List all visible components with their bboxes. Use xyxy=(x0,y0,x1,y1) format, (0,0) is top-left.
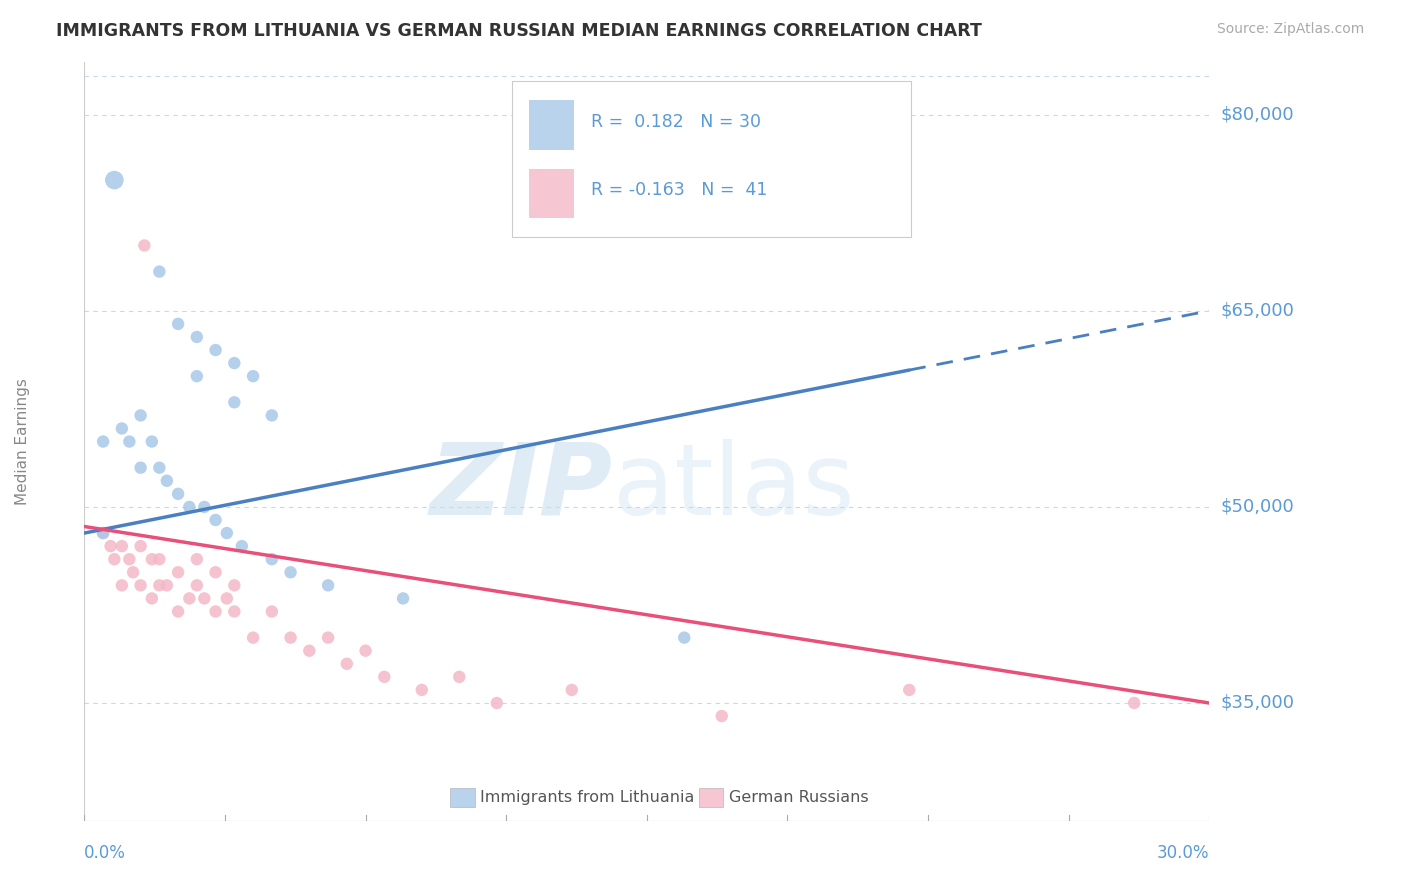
Point xyxy=(91,526,114,541)
Point xyxy=(204,566,226,580)
Point xyxy=(336,657,359,671)
Point xyxy=(91,526,114,541)
Point xyxy=(373,670,395,684)
Point xyxy=(673,631,696,645)
Point xyxy=(224,605,246,619)
Point xyxy=(103,552,125,566)
Point xyxy=(1123,696,1146,710)
FancyBboxPatch shape xyxy=(529,101,574,150)
Point xyxy=(134,238,156,252)
Point xyxy=(260,409,283,423)
Point xyxy=(186,330,208,344)
Point xyxy=(141,434,163,449)
Text: 0.0%: 0.0% xyxy=(84,844,127,863)
Point xyxy=(215,526,238,541)
Text: 30.0%: 30.0% xyxy=(1157,844,1209,863)
Text: R = -0.163   N =  41: R = -0.163 N = 41 xyxy=(591,181,766,199)
Point xyxy=(186,369,208,384)
FancyBboxPatch shape xyxy=(529,169,574,218)
FancyBboxPatch shape xyxy=(450,788,475,807)
Point xyxy=(186,578,208,592)
Point xyxy=(167,317,190,331)
Point xyxy=(224,578,246,592)
Point xyxy=(260,605,283,619)
Point xyxy=(167,605,190,619)
Text: $65,000: $65,000 xyxy=(1220,301,1294,320)
Point xyxy=(129,409,152,423)
Text: atlas: atlas xyxy=(613,439,855,535)
Point xyxy=(148,264,170,278)
Text: Source: ZipAtlas.com: Source: ZipAtlas.com xyxy=(1216,22,1364,37)
Point xyxy=(193,591,215,606)
Point xyxy=(204,513,226,527)
Point xyxy=(129,460,152,475)
Point xyxy=(129,539,152,553)
Text: Immigrants from Lithuania: Immigrants from Lithuania xyxy=(481,790,695,805)
Point xyxy=(179,500,201,514)
Point xyxy=(148,460,170,475)
Point xyxy=(111,421,134,435)
Point xyxy=(100,539,122,553)
Point xyxy=(186,552,208,566)
Text: R =  0.182   N = 30: R = 0.182 N = 30 xyxy=(591,112,761,130)
Point xyxy=(204,605,226,619)
Point xyxy=(316,631,339,645)
Point xyxy=(449,670,471,684)
Point xyxy=(91,434,114,449)
Point xyxy=(280,566,302,580)
Text: $80,000: $80,000 xyxy=(1220,106,1294,124)
Point xyxy=(561,682,583,697)
Point xyxy=(242,369,264,384)
Point xyxy=(118,434,141,449)
Point xyxy=(411,682,433,697)
Point xyxy=(111,539,134,553)
Point xyxy=(224,356,246,370)
Point xyxy=(215,591,238,606)
Point xyxy=(167,487,190,501)
Point xyxy=(316,578,339,592)
Text: IMMIGRANTS FROM LITHUANIA VS GERMAN RUSSIAN MEDIAN EARNINGS CORRELATION CHART: IMMIGRANTS FROM LITHUANIA VS GERMAN RUSS… xyxy=(56,22,983,40)
Point xyxy=(156,474,179,488)
Point xyxy=(231,539,253,553)
FancyBboxPatch shape xyxy=(512,81,911,237)
FancyBboxPatch shape xyxy=(699,788,723,807)
Point xyxy=(298,643,321,657)
Point xyxy=(141,552,163,566)
Point xyxy=(167,566,190,580)
Point xyxy=(122,566,145,580)
Point xyxy=(224,395,246,409)
Point xyxy=(193,500,215,514)
Point xyxy=(280,631,302,645)
Point xyxy=(179,591,201,606)
Text: German Russians: German Russians xyxy=(728,790,869,805)
Point xyxy=(111,578,134,592)
Point xyxy=(485,696,508,710)
Point xyxy=(129,578,152,592)
Point xyxy=(242,631,264,645)
Point xyxy=(392,591,415,606)
Text: ZIP: ZIP xyxy=(430,439,613,535)
Text: Median Earnings: Median Earnings xyxy=(15,378,30,505)
Text: $35,000: $35,000 xyxy=(1220,694,1295,712)
Point xyxy=(260,552,283,566)
Point xyxy=(148,578,170,592)
Point xyxy=(141,591,163,606)
Point xyxy=(898,682,921,697)
Point xyxy=(354,643,377,657)
Point xyxy=(156,578,179,592)
Point xyxy=(118,552,141,566)
Point xyxy=(148,552,170,566)
Point xyxy=(204,343,226,357)
Text: $50,000: $50,000 xyxy=(1220,498,1294,516)
Point xyxy=(710,709,733,723)
Point xyxy=(103,173,125,187)
